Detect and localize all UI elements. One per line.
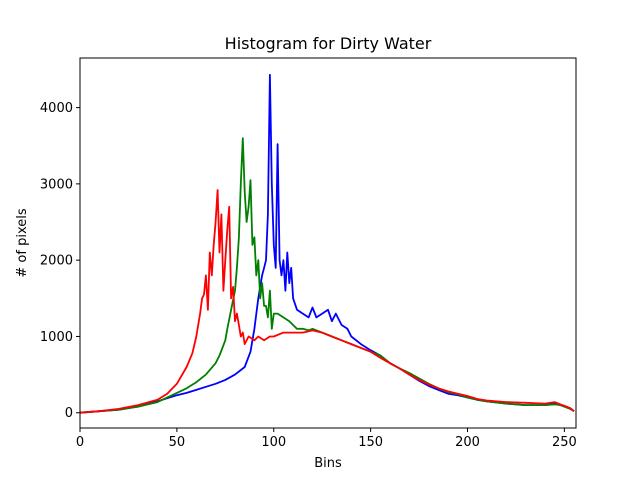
y-tick-label: 2000	[40, 254, 73, 269]
y-tick-label: 1000	[40, 330, 73, 345]
plot-area	[79, 73, 575, 414]
axes-ticks: 0 50 100 150 200 250 0 1000 2000 3000 4000	[40, 101, 577, 450]
x-tick-label: 100	[261, 435, 286, 450]
y-axis-title: # of pixels	[15, 208, 30, 277]
series-line-3	[79, 189, 575, 414]
chart-title: Histogram for Dirty Water	[225, 34, 432, 53]
plot-frame	[79, 57, 577, 429]
x-tick-label: 50	[169, 435, 186, 450]
series-line-1	[79, 73, 575, 414]
y-tick-label: 3000	[40, 177, 73, 192]
x-axis-title: Bins	[314, 456, 342, 471]
y-tick-label: 0	[65, 406, 73, 421]
x-tick-label: 200	[455, 435, 480, 450]
x-tick-label: 150	[358, 435, 383, 450]
x-tick-label: 0	[76, 435, 84, 450]
x-tick-label: 250	[552, 435, 577, 450]
y-tick-label: 4000	[40, 101, 73, 116]
